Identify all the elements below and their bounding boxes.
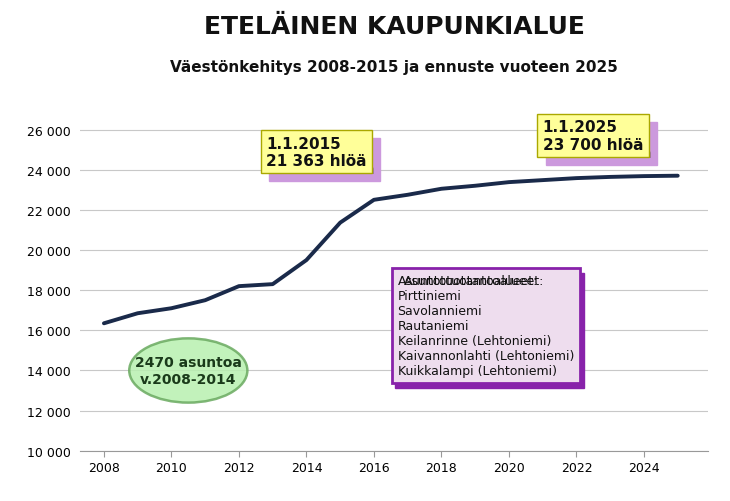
Text: 1.1.2015
21 363 hlöä: 1.1.2015 21 363 hlöä	[274, 144, 375, 177]
Text: Asuntotuotantoalueet:
Pirttiniemi
Savolanniemi
Rautaniemi
Keilanrinne (Lehtoniem: Asuntotuotantoalueet: Pirttiniemi Savola…	[402, 280, 578, 382]
Text: Asuntotuotantoalueet:: Asuntotuotantoalueet:	[404, 275, 544, 288]
Text: ETELÄINEN KAUPUNKIALUE: ETELÄINEN KAUPUNKIALUE	[204, 15, 585, 39]
Text: 1.1.2025
23 700 hlöä: 1.1.2025 23 700 hlöä	[551, 128, 652, 161]
Text: 1.1.2025
23 700 hlöä: 1.1.2025 23 700 hlöä	[542, 120, 643, 153]
Ellipse shape	[129, 339, 247, 403]
Text: 2470 asuntoa
v.2008-2014: 2470 asuntoa v.2008-2014	[135, 356, 242, 386]
Text: 1.1.2015
21 363 hlöä: 1.1.2015 21 363 hlöä	[266, 136, 366, 169]
Text: Asuntotuotantoalueet:
Pirttiniemi
Savolanniemi
Rautaniemi
Keilanrinne (Lehtoniem: Asuntotuotantoalueet: Pirttiniemi Savola…	[398, 275, 574, 377]
Text: Väestönkehitys 2008-2015 ja ennuste vuoteen 2025: Väestönkehitys 2008-2015 ja ennuste vuot…	[170, 60, 618, 75]
